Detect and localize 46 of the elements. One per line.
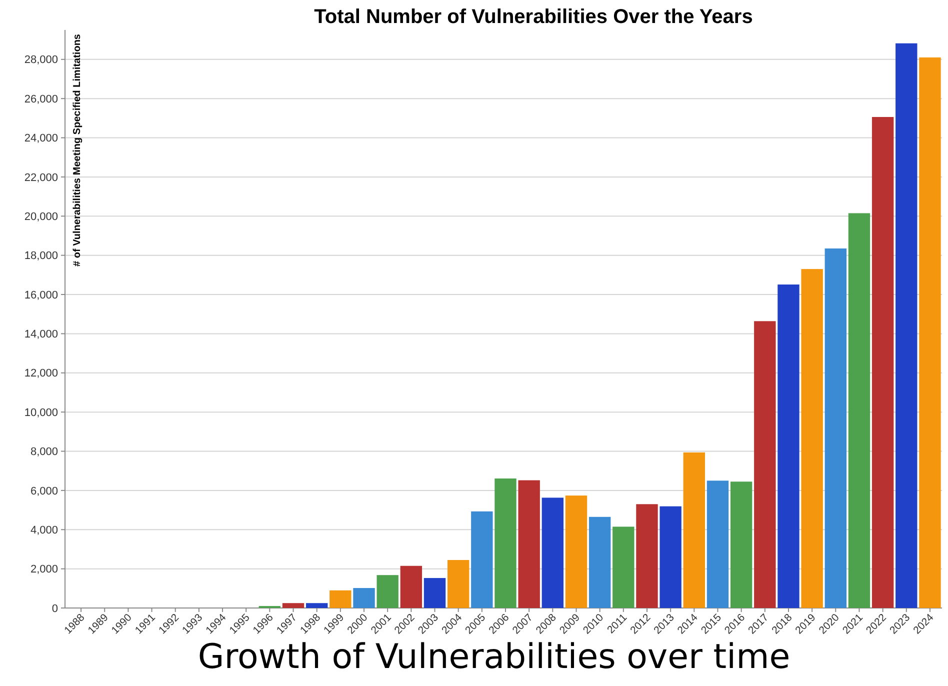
bar bbox=[447, 560, 470, 608]
y-tick-label: 8,000 bbox=[30, 446, 58, 458]
y-tick-label: 28,000 bbox=[24, 54, 58, 66]
bar bbox=[353, 588, 375, 608]
y-tick-label: 6,000 bbox=[30, 485, 58, 498]
bar bbox=[494, 478, 516, 608]
y-tick-label: 14,000 bbox=[24, 328, 58, 341]
bar bbox=[636, 504, 658, 608]
bar bbox=[471, 511, 493, 608]
y-tick-label: 10,000 bbox=[24, 406, 58, 419]
bar bbox=[872, 116, 894, 608]
text: Growth of Vulnerabilities over time bbox=[198, 637, 790, 677]
y-tick-label: 18,000 bbox=[24, 250, 58, 262]
bar bbox=[330, 590, 352, 608]
y-tick-label: 0 bbox=[52, 602, 58, 615]
y-tick-label: 26,000 bbox=[24, 93, 58, 106]
bar bbox=[919, 57, 941, 608]
bar bbox=[848, 213, 870, 608]
y-tick-label: 22,000 bbox=[24, 172, 58, 184]
bar bbox=[424, 578, 446, 608]
bar bbox=[660, 506, 682, 608]
bar bbox=[778, 284, 800, 608]
bar bbox=[896, 43, 918, 608]
bar bbox=[306, 603, 328, 608]
y-tick-label: 20,000 bbox=[24, 210, 58, 223]
bar bbox=[824, 248, 846, 608]
chart-title: Total Number of Vulnerabilities Over the Years bbox=[314, 6, 753, 28]
bar bbox=[542, 498, 564, 608]
bar bbox=[706, 480, 729, 608]
bar bbox=[282, 603, 304, 608]
bar bbox=[400, 566, 422, 608]
bar bbox=[754, 321, 776, 608]
y-tick-label: 2,000 bbox=[30, 564, 58, 576]
y-tick-label: 16,000 bbox=[24, 289, 58, 302]
bar bbox=[518, 480, 540, 608]
y-axis-title: # of Vulnerabilities Meeting Specified Limitations bbox=[72, 34, 83, 266]
bar bbox=[801, 269, 823, 608]
bar bbox=[588, 516, 611, 608]
bar bbox=[612, 526, 634, 608]
y-tick-label: 24,000 bbox=[24, 132, 58, 145]
bar bbox=[730, 482, 752, 608]
y-tick-label: 12,000 bbox=[24, 368, 58, 380]
bar bbox=[683, 452, 705, 608]
y-tick-label: 4,000 bbox=[30, 524, 58, 536]
bar bbox=[565, 496, 588, 608]
bar bbox=[376, 575, 398, 608]
